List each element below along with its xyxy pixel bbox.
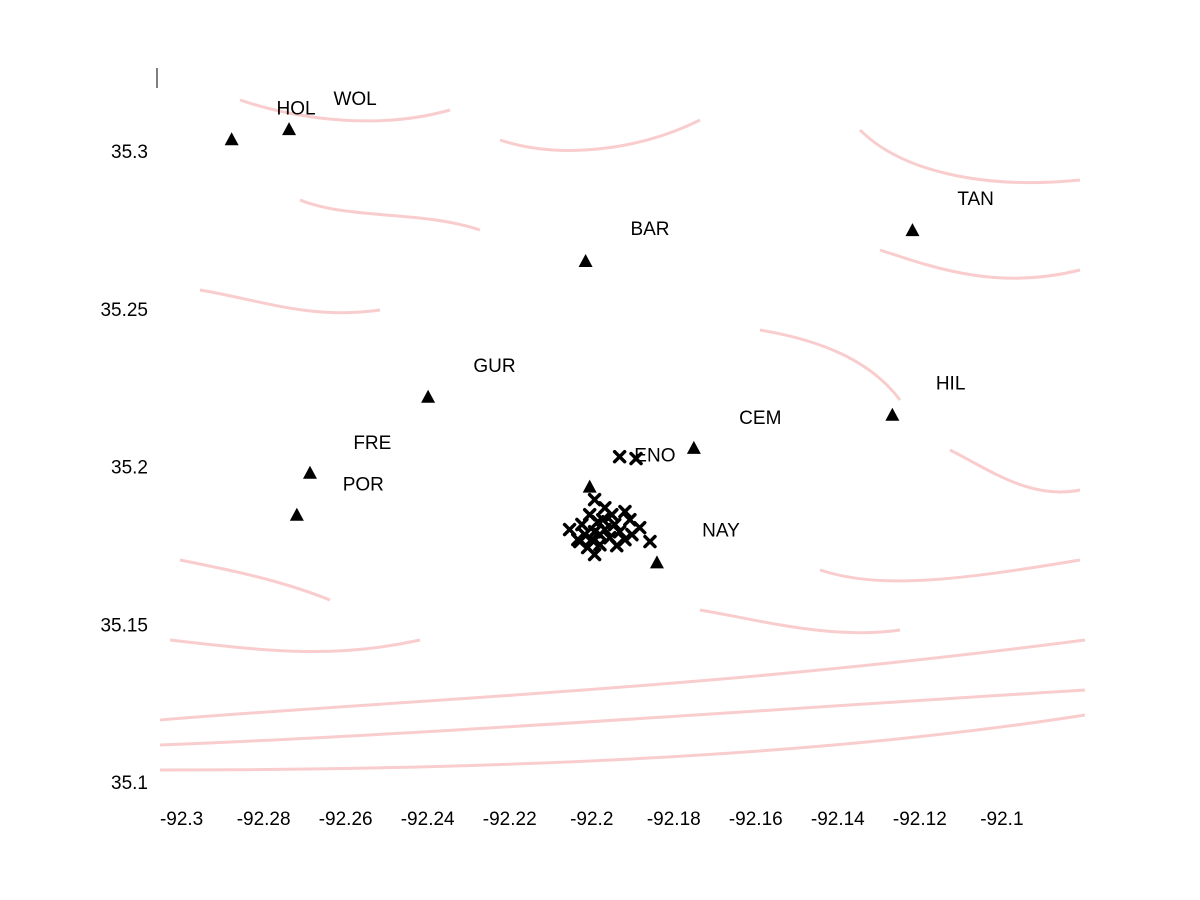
event xyxy=(573,534,587,549)
x-tick-label: -92.3 xyxy=(160,809,203,830)
station xyxy=(282,122,297,136)
station xyxy=(421,389,436,403)
event xyxy=(605,507,619,522)
station-label: HIL xyxy=(936,374,966,395)
station-label: FRE xyxy=(353,433,391,454)
event xyxy=(587,492,602,507)
x-tick-label: -92.1 xyxy=(980,809,1023,830)
x-tick-label: -92.2 xyxy=(570,809,613,830)
station xyxy=(224,132,239,146)
y-tick-label: 35.2 xyxy=(111,458,148,479)
event xyxy=(596,513,610,527)
event xyxy=(593,527,607,542)
event xyxy=(593,537,607,552)
station xyxy=(885,407,900,421)
station xyxy=(905,223,920,237)
station-label: POR xyxy=(343,475,384,496)
event xyxy=(612,449,627,464)
x-tick-label: -92.26 xyxy=(319,809,373,830)
x-tick-label: -92.14 xyxy=(811,809,865,830)
event xyxy=(618,504,632,519)
y-tick-label: 35.25 xyxy=(100,300,148,321)
station-label: GUR xyxy=(473,356,515,377)
event xyxy=(629,451,643,466)
y-tick-label: 35.3 xyxy=(111,142,148,163)
station xyxy=(578,254,593,268)
x-tick-label: -92.24 xyxy=(401,809,455,830)
terrain-background xyxy=(159,98,1086,772)
station-label: HOL xyxy=(276,98,315,119)
event xyxy=(587,547,602,562)
station xyxy=(582,479,597,493)
station-label: BAR xyxy=(630,219,669,240)
station-label: NAY xyxy=(702,520,740,541)
station-label: CEM xyxy=(739,408,781,429)
station xyxy=(302,465,317,479)
event xyxy=(610,538,624,553)
event xyxy=(584,532,599,547)
y-tick-label: 35.15 xyxy=(100,615,148,636)
event xyxy=(643,534,657,549)
x-tick-label: -92.16 xyxy=(729,809,783,830)
event xyxy=(625,527,639,542)
station xyxy=(649,555,664,569)
station-label: ENO xyxy=(634,446,675,467)
x-tick-label: -92.12 xyxy=(893,809,947,830)
x-tick-label: -92.18 xyxy=(647,809,701,830)
station xyxy=(686,440,701,454)
station-label: WOL xyxy=(333,89,376,110)
x-tick-label: -92.28 xyxy=(237,809,291,830)
y-tick-label: 35.1 xyxy=(111,773,148,794)
event xyxy=(612,525,627,539)
x-tick-label: -92.22 xyxy=(483,809,537,830)
station-label: TAN xyxy=(957,189,994,210)
event xyxy=(562,522,577,537)
event xyxy=(575,517,589,532)
station xyxy=(289,507,304,521)
